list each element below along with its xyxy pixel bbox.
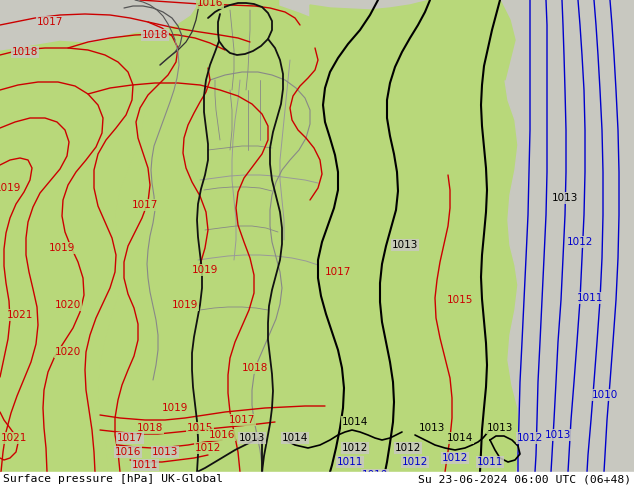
Text: 1016: 1016	[209, 430, 235, 440]
Polygon shape	[90, 0, 520, 472]
Text: 1011: 1011	[477, 457, 503, 467]
Text: 1010: 1010	[362, 470, 388, 480]
Text: 1012: 1012	[342, 443, 368, 453]
Text: 1013: 1013	[392, 240, 418, 250]
Text: Su 23-06-2024 06:00 UTC (06+48): Su 23-06-2024 06:00 UTC (06+48)	[418, 474, 631, 484]
Text: 1013: 1013	[487, 423, 513, 433]
Text: 1019: 1019	[192, 265, 218, 275]
Text: 1019: 1019	[172, 300, 198, 310]
Text: 1020: 1020	[55, 347, 81, 357]
Text: 1015: 1015	[187, 423, 213, 433]
Text: 1013: 1013	[239, 433, 265, 443]
Text: 1018: 1018	[242, 363, 268, 373]
Text: 1021: 1021	[1, 433, 27, 443]
Text: 1011: 1011	[132, 460, 158, 470]
Text: 1014: 1014	[342, 417, 368, 427]
Text: 1020: 1020	[55, 300, 81, 310]
Text: 1014: 1014	[447, 433, 473, 443]
Text: 1012: 1012	[567, 237, 593, 247]
Text: 1016: 1016	[115, 447, 141, 457]
Text: 1018: 1018	[137, 423, 163, 433]
Text: 1018: 1018	[12, 47, 38, 57]
Text: 1013: 1013	[552, 193, 578, 203]
Polygon shape	[0, 40, 145, 472]
Text: 1017: 1017	[132, 200, 158, 210]
Text: 1021: 1021	[7, 310, 33, 320]
Text: 1019: 1019	[162, 403, 188, 413]
Text: 1011: 1011	[577, 293, 603, 303]
Text: 1019: 1019	[49, 243, 75, 253]
Text: 1014: 1014	[281, 433, 308, 443]
Text: 1017: 1017	[229, 415, 256, 425]
Text: 1012: 1012	[517, 433, 543, 443]
Text: 1013: 1013	[545, 430, 571, 440]
Text: 1012: 1012	[402, 457, 428, 467]
Text: Surface pressure [hPa] UK-Global: Surface pressure [hPa] UK-Global	[3, 474, 223, 484]
Text: 1017: 1017	[37, 17, 63, 27]
Polygon shape	[280, 0, 430, 30]
Text: 1019: 1019	[0, 183, 21, 193]
Text: 1016: 1016	[197, 0, 223, 8]
Text: 1012: 1012	[195, 443, 221, 453]
Bar	[0, 472, 634, 490]
Text: 1015: 1015	[447, 295, 473, 305]
Text: 1017: 1017	[325, 267, 351, 277]
Polygon shape	[310, 0, 515, 80]
Polygon shape	[500, 0, 634, 472]
Polygon shape	[0, 0, 200, 50]
Text: 1010: 1010	[592, 390, 618, 400]
Text: 1012: 1012	[442, 453, 468, 463]
Text: 1012: 1012	[395, 443, 421, 453]
Text: 1013: 1013	[152, 447, 178, 457]
Text: 1017: 1017	[117, 433, 143, 443]
Text: 1011: 1011	[337, 457, 363, 467]
Text: 1013: 1013	[419, 423, 445, 433]
Text: 1018: 1018	[142, 30, 168, 40]
